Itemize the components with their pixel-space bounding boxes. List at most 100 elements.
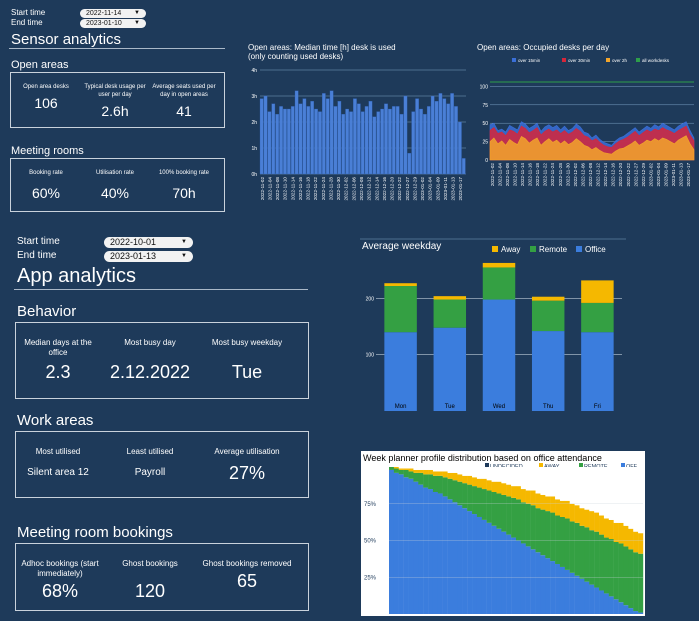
y-tick-label: 3h bbox=[251, 94, 257, 100]
bar-remote bbox=[574, 522, 580, 576]
kpi-typical-desk-usage: Typical desk usage per user per day 2.6h bbox=[82, 83, 148, 119]
kpi-value: 106 bbox=[34, 95, 58, 111]
y-tick-label: 0 bbox=[485, 158, 488, 164]
x-tick-label: 2023-01-09 bbox=[435, 177, 440, 201]
sensor-start-date-select[interactable]: 2022-11-14 ▼ bbox=[80, 9, 146, 18]
legend-swatch bbox=[485, 463, 489, 468]
bar bbox=[357, 103, 361, 175]
legend-label: over 2h bbox=[612, 58, 628, 63]
bar-undecided bbox=[476, 467, 483, 479]
bar bbox=[372, 116, 377, 175]
sensor-end-date-select[interactable]: 2023-01-10 ▼ bbox=[80, 19, 146, 28]
app-end-label: End time bbox=[17, 250, 57, 261]
bar-off bbox=[603, 593, 610, 614]
x-tick-label: Wed bbox=[493, 404, 505, 410]
bar-remote bbox=[638, 553, 644, 613]
bar-away bbox=[608, 519, 614, 540]
bar-remote bbox=[472, 486, 478, 515]
bar-off bbox=[481, 519, 487, 614]
x-tick-label: 2022-11-30 bbox=[565, 163, 570, 187]
bar-undecided bbox=[491, 467, 497, 482]
bar-away-wed bbox=[482, 262, 516, 268]
bar bbox=[438, 93, 443, 175]
bar-remote bbox=[516, 499, 522, 541]
x-tick-label: 2022-11-02 bbox=[490, 163, 495, 187]
bar-office-wed bbox=[482, 299, 516, 411]
kpi-value: 2.3 bbox=[45, 362, 71, 382]
bar-away bbox=[520, 489, 526, 503]
bar-undecided bbox=[633, 467, 639, 532]
bar-remote bbox=[530, 505, 536, 550]
bar-off bbox=[442, 496, 448, 614]
bar-off bbox=[599, 590, 605, 614]
x-tick-label: 2022-12-12 bbox=[596, 163, 601, 187]
bar-remote bbox=[408, 471, 414, 479]
y-tick-label: 200 bbox=[366, 296, 375, 302]
bar-remote bbox=[559, 516, 566, 567]
y-tick-label: 75 bbox=[482, 103, 488, 109]
bar-remote bbox=[520, 502, 526, 544]
bar-off bbox=[584, 581, 590, 614]
app-start-date-select[interactable]: 2022-10-01 ▼ bbox=[104, 237, 193, 248]
bar bbox=[423, 114, 427, 175]
bar-remote bbox=[569, 521, 575, 573]
bar-away bbox=[540, 494, 546, 510]
x-tick-label: 2023-01-13 bbox=[451, 177, 456, 201]
bar bbox=[259, 98, 264, 175]
x-tick-label: 2022-11-22 bbox=[313, 177, 318, 201]
bar-remote bbox=[613, 541, 619, 600]
bar-off bbox=[579, 578, 585, 614]
bar-undecided bbox=[594, 467, 600, 513]
bar-undecided bbox=[535, 467, 541, 494]
kpi-value: 27% bbox=[228, 463, 266, 483]
kpi-utilisation-rate: Utilisation rate 40% bbox=[82, 169, 148, 201]
bar-off bbox=[608, 596, 614, 614]
bar-off bbox=[447, 499, 453, 614]
bar-undecided bbox=[467, 467, 473, 476]
bar-off bbox=[398, 474, 404, 614]
bar-remote bbox=[476, 487, 483, 517]
app-end-date-select[interactable]: 2023-01-13 ▼ bbox=[104, 251, 193, 262]
behavior-kpi-panel: Median days at the office 2.3 Most busy … bbox=[15, 322, 309, 399]
bar-undecided bbox=[638, 467, 644, 534]
x-tick-label: 2022-12-29 bbox=[412, 177, 417, 201]
bar bbox=[411, 111, 416, 175]
kpi-most-utilised: Most utilised Silent area 12 bbox=[18, 447, 98, 478]
chevron-down-icon: ▼ bbox=[181, 239, 187, 245]
x-tick-label: 2022-11-18 bbox=[306, 177, 311, 201]
sensor-analytics-title: Sensor analytics bbox=[11, 31, 122, 48]
bar-undecided bbox=[437, 467, 443, 472]
x-tick-label: 2023-01-04 bbox=[656, 163, 661, 187]
bar-off bbox=[418, 484, 424, 614]
legend-label: Remote bbox=[539, 245, 568, 254]
bar bbox=[341, 114, 346, 175]
bar-away bbox=[442, 471, 448, 478]
x-tick-label: 2022-11-30 bbox=[336, 177, 341, 201]
bar-undecided bbox=[516, 467, 522, 487]
bar-remote bbox=[413, 472, 419, 482]
bar bbox=[306, 106, 311, 175]
kpi-open-area-desks: Open area desks 106 bbox=[15, 83, 77, 111]
bar-remote bbox=[564, 518, 570, 570]
bar bbox=[384, 103, 388, 175]
kpi-full-booking-rate: 100% booking rate 70h bbox=[151, 169, 217, 201]
bar-undecided bbox=[423, 467, 429, 470]
bar-remote bbox=[467, 484, 473, 512]
bar-off bbox=[633, 611, 639, 614]
bar bbox=[458, 121, 462, 175]
kpi-least-utilised: Least utilised Payroll bbox=[104, 447, 196, 478]
chevron-down-icon: ▼ bbox=[134, 20, 140, 26]
bar-undecided bbox=[432, 467, 439, 472]
legend-label: all workdesks bbox=[642, 58, 670, 63]
bar-away bbox=[452, 472, 458, 481]
bar-undecided bbox=[462, 467, 468, 476]
bar-off bbox=[496, 528, 502, 614]
divider bbox=[14, 289, 308, 290]
kpi-label: Booking rate bbox=[29, 170, 63, 176]
legend-label: Office bbox=[585, 245, 606, 254]
bar-off bbox=[569, 572, 575, 614]
bar bbox=[380, 108, 384, 175]
x-tick-label: 2022-12-22 bbox=[626, 163, 631, 187]
work-areas-kpi-panel: Most utilised Silent area 12 Least utili… bbox=[15, 431, 309, 498]
bar-off bbox=[589, 584, 595, 614]
